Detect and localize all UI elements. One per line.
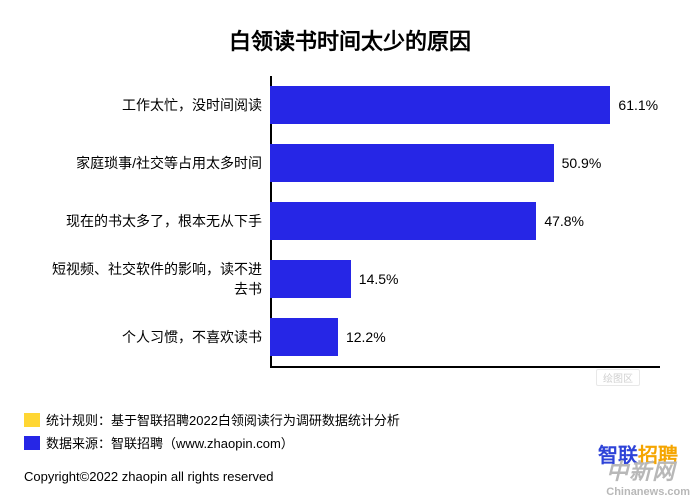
value-label: 12.2% xyxy=(346,329,386,345)
bar-row: 现在的书太多了，根本无从下手 47.8% xyxy=(50,192,660,250)
legend-swatch xyxy=(24,436,40,450)
bar-wrap: 47.8% xyxy=(270,192,660,250)
bar-wrap: 12.2% xyxy=(270,308,660,366)
chart-title: 白领读书时间太少的原因 xyxy=(0,0,700,66)
bar xyxy=(270,86,610,124)
bar-wrap: 14.5% xyxy=(270,250,660,308)
category-label: 短视频、社交软件的影响，读不进去书 xyxy=(50,259,270,299)
bar xyxy=(270,318,338,356)
bar-row: 家庭琐事/社交等占用太多时间 50.9% xyxy=(50,134,660,192)
watermark-en: Chinanews.com xyxy=(606,486,690,498)
bar xyxy=(270,144,554,182)
category-label: 个人习惯，不喜欢读书 xyxy=(50,327,270,347)
bar xyxy=(270,260,351,298)
bar-wrap: 50.9% xyxy=(270,134,660,192)
value-label: 61.1% xyxy=(618,97,658,113)
category-label: 现在的书太多了，根本无从下手 xyxy=(50,211,270,231)
value-label: 50.9% xyxy=(562,155,602,171)
legend-row: 统计规则：基于智联招聘2022白领阅读行为调研数据统计分析 xyxy=(24,410,400,429)
bar xyxy=(270,202,536,240)
bar-row: 短视频、社交软件的影响，读不进去书 14.5% xyxy=(50,250,660,308)
category-label: 工作太忙，没时间阅读 xyxy=(50,95,270,115)
legend-row: 数据来源：智联招聘（www.zhaopin.com） xyxy=(24,433,400,452)
legend-text: 数据来源：智联招聘（www.zhaopin.com） xyxy=(46,433,294,452)
value-label: 14.5% xyxy=(359,271,399,287)
legend-block: 统计规则：基于智联招聘2022白领阅读行为调研数据统计分析数据来源：智联招聘（w… xyxy=(24,410,400,456)
copyright-text: Copyright©2022 zhaopin all rights reserv… xyxy=(24,469,274,484)
plot-area-badge: 绘图区 xyxy=(596,369,640,386)
bar-row: 个人习惯，不喜欢读书 12.2% xyxy=(50,308,660,366)
bar-wrap: 61.1% xyxy=(270,76,660,134)
x-axis xyxy=(270,366,660,368)
watermark-cn: 中新网 xyxy=(606,454,690,486)
watermark: 中新网 Chinanews.com xyxy=(606,454,690,498)
category-label: 家庭琐事/社交等占用太多时间 xyxy=(50,153,270,173)
bar-row: 工作太忙，没时间阅读 61.1% xyxy=(50,76,660,134)
legend-swatch xyxy=(24,413,40,427)
chart-area: 工作太忙，没时间阅读 61.1% 家庭琐事/社交等占用太多时间 50.9% 现在的书太多… xyxy=(50,76,660,366)
legend-text: 统计规则：基于智联招聘2022白领阅读行为调研数据统计分析 xyxy=(46,410,400,429)
value-label: 47.8% xyxy=(544,213,584,229)
